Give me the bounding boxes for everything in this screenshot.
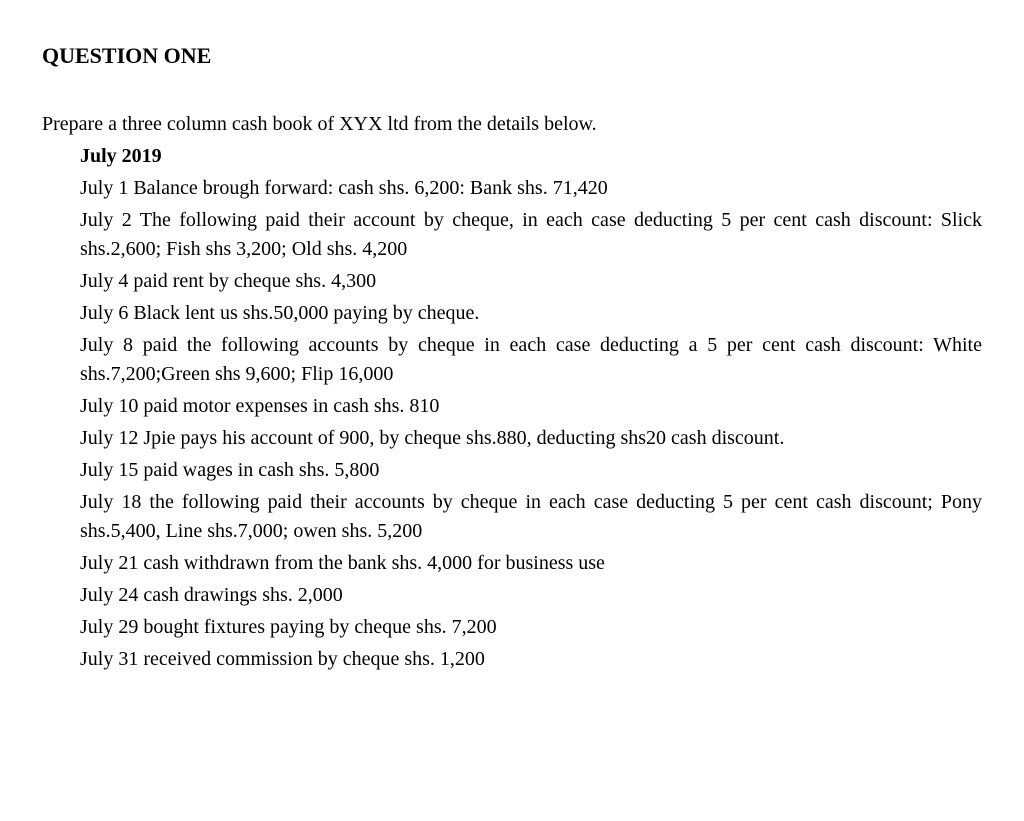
entry-line: July 10 paid motor expenses in cash shs.… — [80, 392, 982, 421]
entry-line: July 4 paid rent by cheque shs. 4,300 — [80, 267, 982, 296]
entry-line: July 24 cash drawings shs. 2,000 — [80, 581, 982, 610]
question-heading: QUESTION ONE — [42, 40, 982, 72]
entry-line: July 15 paid wages in cash shs. 5,800 — [80, 456, 982, 485]
entry-line: July 12 Jpie pays his account of 900, by… — [80, 424, 982, 453]
entry-line: July 8 paid the following accounts by ch… — [80, 331, 982, 389]
entries-block: July 2019 July 1 Balance brough forward:… — [42, 142, 982, 674]
entry-line: July 21 cash withdrawn from the bank shs… — [80, 549, 982, 578]
date-header: July 2019 — [80, 142, 982, 171]
entry-line: July 31 received commission by cheque sh… — [80, 645, 982, 674]
entry-line: July 1 Balance brough forward: cash shs.… — [80, 174, 982, 203]
entry-line: July 2 The following paid their account … — [80, 206, 982, 264]
entry-line: July 6 Black lent us shs.50,000 paying b… — [80, 299, 982, 328]
entry-line: July 18 the following paid their account… — [80, 488, 982, 546]
entry-line: July 29 bought fixtures paying by cheque… — [80, 613, 982, 642]
question-intro: Prepare a three column cash book of XYX … — [42, 110, 982, 139]
